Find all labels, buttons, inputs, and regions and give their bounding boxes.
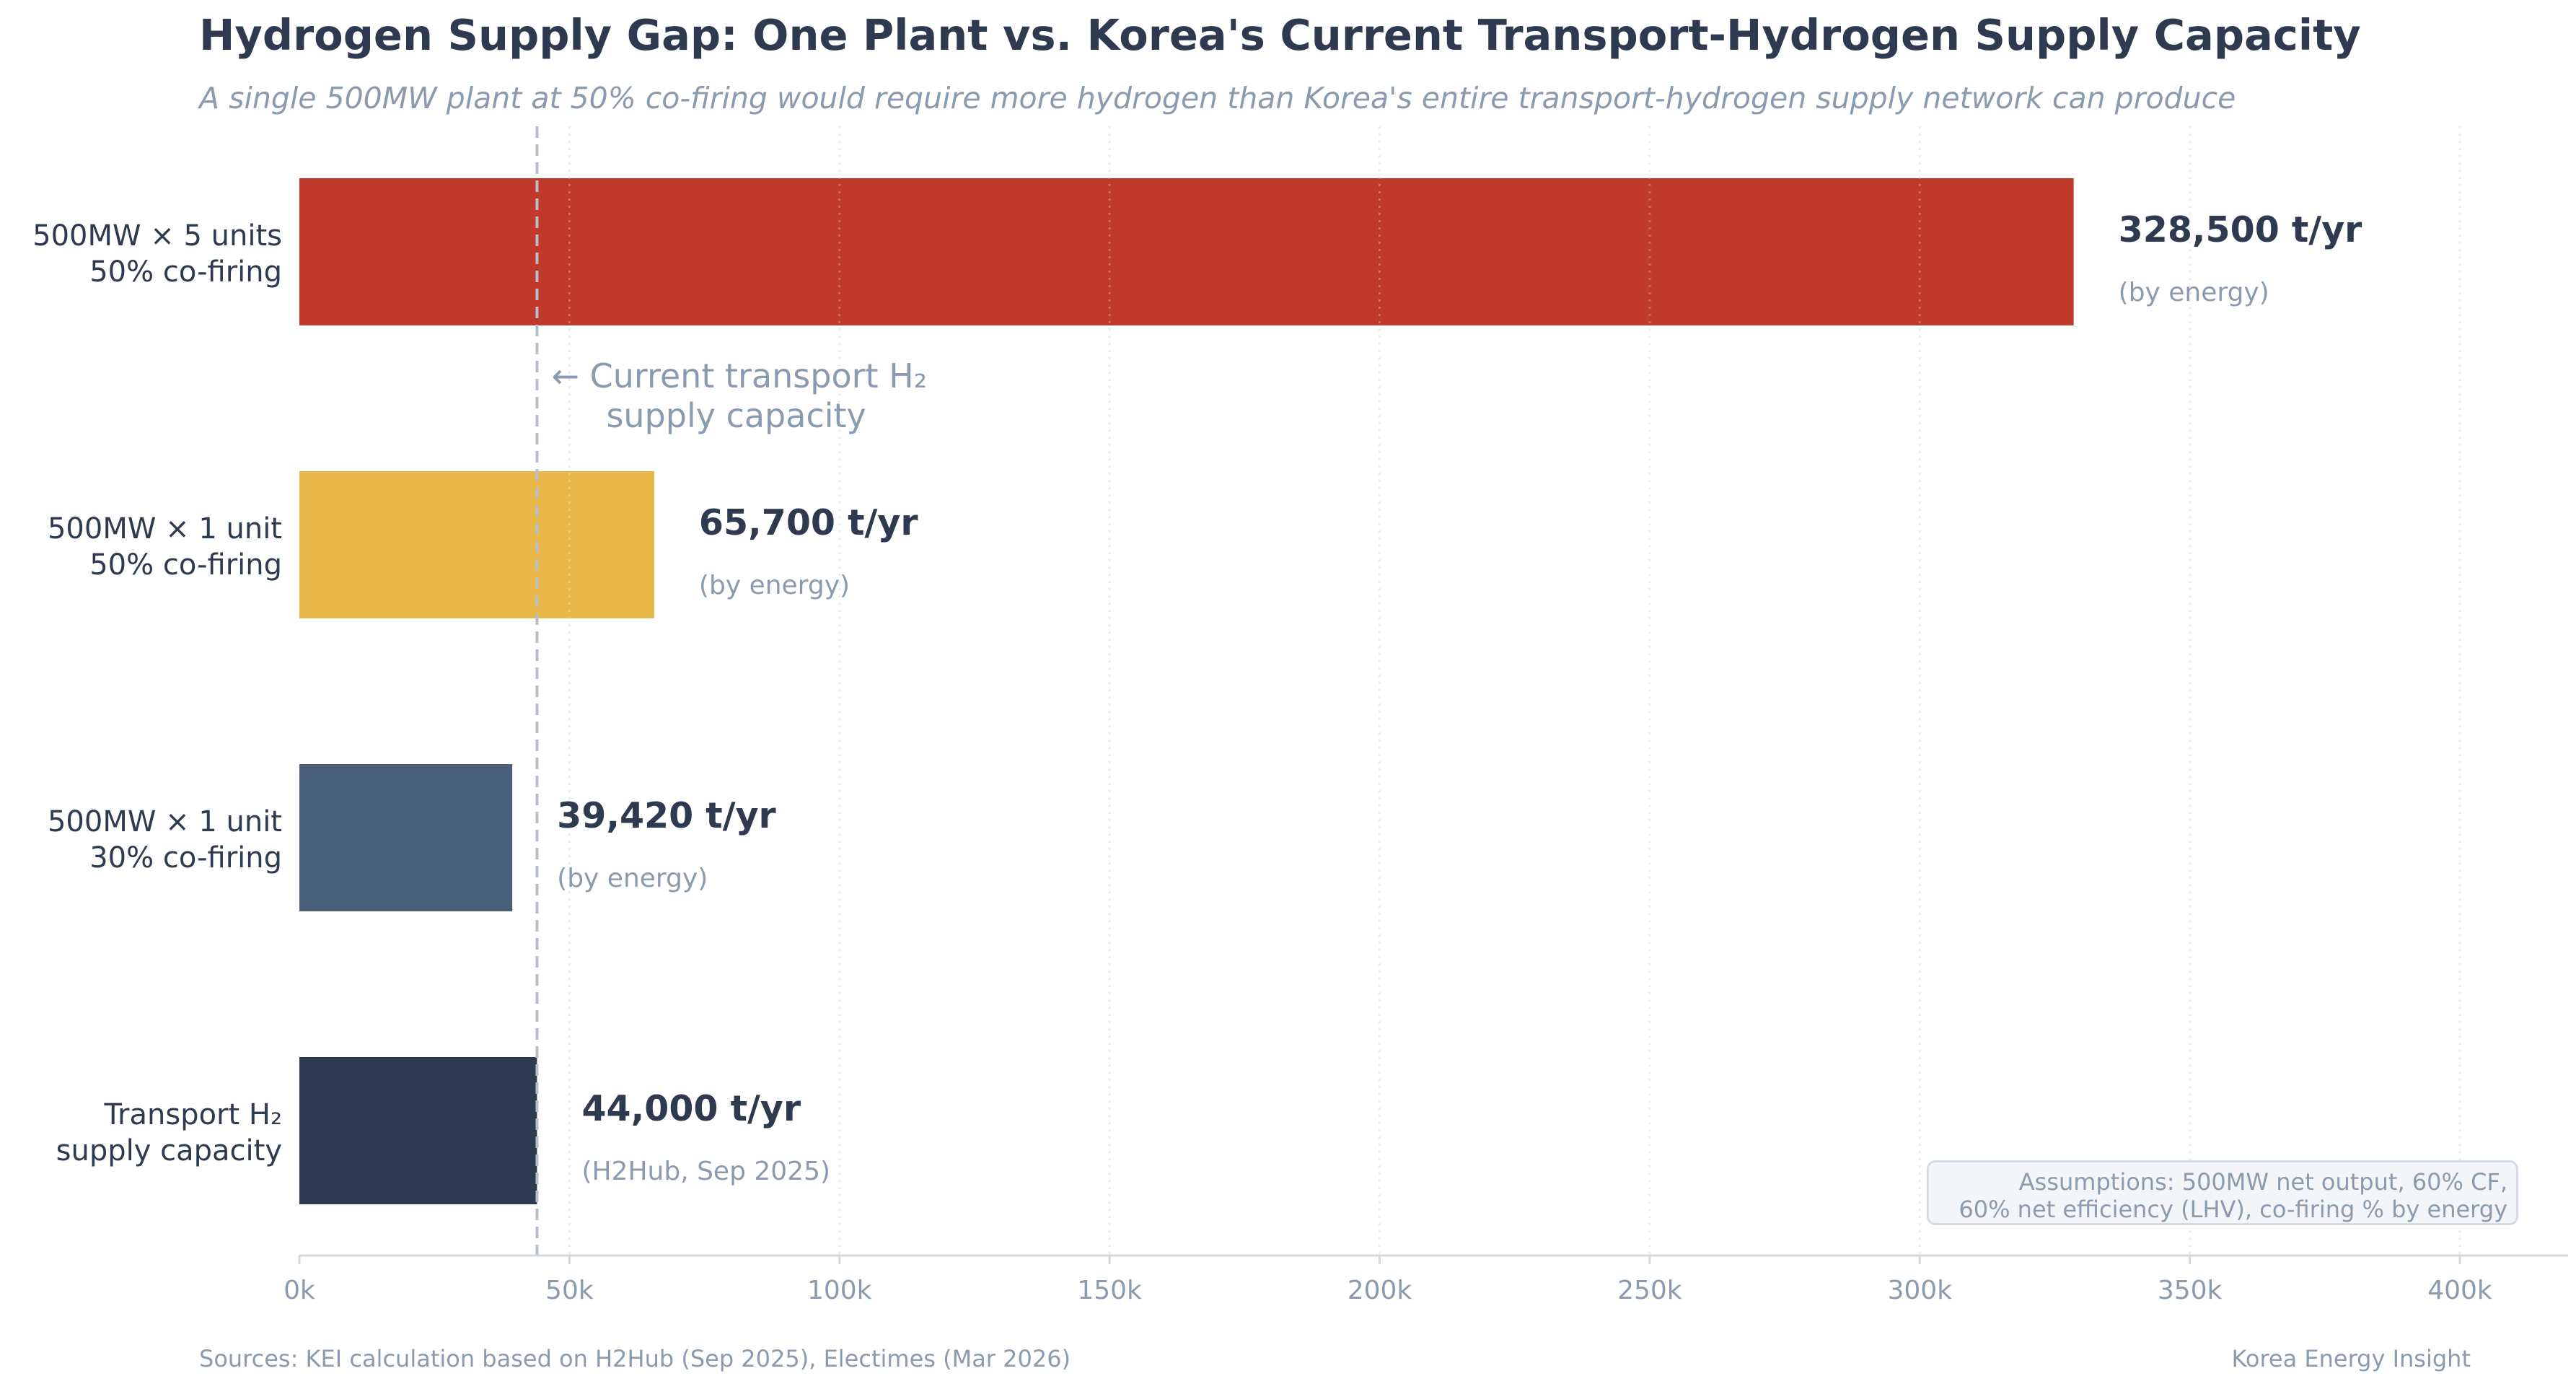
assumptions-line: Assumptions: 500MW net output, 60% CF, [2018,1168,2507,1196]
chart-subtitle: A single 500MW plant at 50% co-firing wo… [199,81,2236,115]
x-tick-label: 0k [283,1276,315,1305]
chart-title: Hydrogen Supply Gap: One Plant vs. Korea… [199,10,2361,60]
assumptions-line: 60% net efficiency (LHV), co-firing % by… [1959,1196,2507,1223]
value-sublabel: (by energy) [2119,278,2269,307]
value-sublabel: (H2Hub, Sep 2025) [581,1157,830,1186]
bar [299,471,654,618]
x-tick-label: 200k [1348,1276,1412,1305]
category-label: 500MW × 1 unit 30% co-firing [48,804,282,876]
value-sublabel: (by energy) [699,571,850,600]
reference-label: supply capacity [606,396,866,435]
category-label-line: 500MW × 1 unit [47,805,282,838]
value-label: 39,420 t/yr [557,795,776,836]
category-label-line: 500MW × 1 unit [47,512,282,545]
category-label: 500MW × 5 units 50% co-firing [32,218,282,290]
bar [299,1057,537,1204]
brand-label: Korea Energy Insight [2231,1345,2471,1372]
x-tick-label: 300k [1887,1276,1952,1305]
category-label: Transport H₂ supply capacity [56,1097,282,1169]
category-label-line: 50% co-firing [89,255,282,289]
value-label: 328,500 t/yr [2119,209,2362,250]
source-note: Sources: KEI calculation based on H2Hub … [199,1345,1071,1372]
category-label-line: Transport H₂ [104,1098,282,1131]
bar [299,178,2074,325]
x-tick-label: 400k [2427,1276,2492,1305]
value-sublabel: (by energy) [557,864,708,893]
x-tick-label: 100k [807,1276,872,1305]
category-label-line: 50% co-firing [89,548,282,582]
category-label-line: supply capacity [56,1134,282,1167]
value-label: 65,700 t/yr [699,502,918,543]
x-tick-label: 250k [1617,1276,1682,1305]
category-label-line: 30% co-firing [89,841,282,875]
bar [299,764,513,911]
reference-label: ← Current transport H₂ [551,356,927,395]
x-tick-label: 50k [545,1276,594,1305]
category-label-line: 500MW × 5 units [32,219,282,253]
value-label: 44,000 t/yr [581,1088,801,1129]
category-label: 500MW × 1 unit 50% co-firing [48,511,282,583]
x-tick-label: 150k [1077,1276,1142,1305]
assumptions-box: Assumptions: 500MW net output, 60% CF, 6… [1927,1160,2518,1225]
x-tick-label: 350k [2158,1276,2223,1305]
